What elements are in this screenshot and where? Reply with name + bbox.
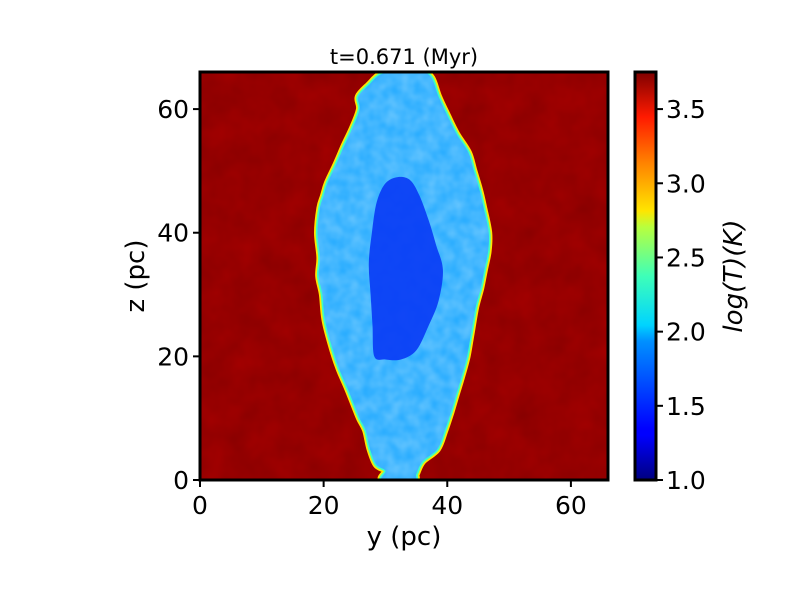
- colorbar-tick-label: 1.0: [666, 466, 706, 495]
- chart-title: t=0.671 (Myr): [330, 45, 478, 69]
- x-tick-label: 60: [555, 491, 587, 520]
- colorbar-tick-label: 2.0: [666, 318, 706, 347]
- x-axis-label: y (pc): [367, 522, 442, 552]
- y-axis: 0 20 40 60: [157, 95, 200, 495]
- heatmap-field: [200, 72, 608, 480]
- y-axis-label: z (pc): [121, 240, 151, 313]
- y-tick-label: 20: [157, 342, 189, 371]
- x-tick-label: 0: [192, 491, 208, 520]
- colorbar-tick-label: 3.5: [666, 95, 706, 124]
- colorbar: [635, 72, 656, 480]
- colorbar-tick-label: 1.5: [666, 392, 706, 421]
- x-tick-label: 40: [431, 491, 463, 520]
- colorbar-ticks: 1.0 1.5 2.0 2.5 3.0 3.5: [656, 95, 706, 495]
- inner-core-region: [368, 176, 443, 361]
- colorbar-frame: [633, 70, 658, 482]
- colorbar-tick-label: 3.0: [666, 169, 706, 198]
- colorbar-label: log(T)(K): [719, 219, 749, 332]
- y-tick-label: 60: [157, 95, 189, 124]
- y-tick-label: 0: [173, 466, 189, 495]
- plot-frame: [198, 70, 610, 482]
- y-tick-label: 40: [157, 219, 189, 248]
- x-axis: 0 20 40 60: [192, 480, 587, 520]
- x-tick-label: 20: [308, 491, 340, 520]
- colorbar-tick-label: 2.5: [666, 243, 706, 272]
